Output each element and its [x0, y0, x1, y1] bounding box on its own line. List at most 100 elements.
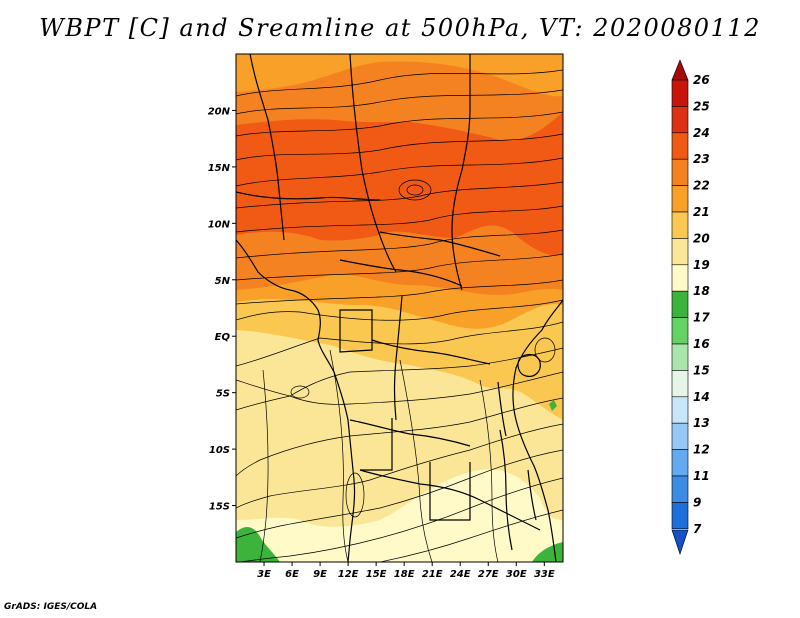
- colorbar-box: [671, 106, 689, 134]
- lon-label: 27E: [478, 569, 499, 580]
- streamlines: [236, 69, 563, 562]
- colorbar-label: 12: [693, 443, 710, 457]
- colorbar-box: [671, 370, 689, 398]
- streamline: [236, 321, 563, 367]
- coastline-east: [512, 299, 563, 562]
- streamline: [259, 369, 269, 562]
- streamline: [479, 379, 499, 562]
- border: [349, 419, 471, 447]
- colorbar-box: [671, 449, 689, 477]
- colorbar-box: [671, 396, 689, 424]
- lat-label: EQ: [215, 332, 231, 343]
- colorbar: 26 25 24 23 22 21 20 19 18 17 16 15 14 13 12 11 9 7: [671, 59, 710, 555]
- colorbar-top-arrow: [671, 59, 689, 81]
- border: [393, 295, 403, 421]
- lat-label: 20N: [208, 106, 231, 117]
- streamline: [236, 395, 291, 411]
- border: [339, 309, 373, 353]
- lon-label: 3E: [257, 569, 271, 580]
- lat-label: 15N: [208, 163, 231, 174]
- lat-label: 15S: [209, 502, 230, 513]
- streamline: [236, 157, 563, 187]
- streamline: [236, 133, 563, 161]
- coastline-west: [236, 239, 356, 562]
- colorbar-box: [671, 475, 689, 503]
- colorbar-label: 19: [693, 258, 710, 272]
- streamline-eddy: [290, 385, 310, 399]
- colorbar-label: 18: [693, 284, 710, 298]
- streamline: [236, 279, 563, 305]
- lat-label: 5N: [215, 276, 231, 287]
- colorbar-label: 15: [693, 363, 710, 377]
- border: [429, 462, 471, 521]
- chart-title: WBPT [C] and Sreamline at 500hPa, VT: 20…: [39, 14, 761, 42]
- lon-label: 15E: [366, 569, 387, 580]
- colorbar-label: 11: [693, 469, 710, 483]
- streamline: [239, 477, 563, 562]
- streamline: [236, 111, 563, 137]
- border: [349, 54, 397, 273]
- lake-tanganyika: [497, 381, 507, 437]
- lon-label: 21E: [422, 569, 443, 580]
- streamline-eddy: [406, 184, 424, 196]
- colorbar-label: 9: [693, 495, 701, 509]
- streamline: [236, 397, 563, 477]
- colorbar-box: [671, 290, 689, 318]
- lat-label: 10S: [209, 445, 230, 456]
- border: [236, 191, 381, 201]
- border: [451, 54, 471, 291]
- streamline: [379, 509, 563, 562]
- lake-victoria: [517, 353, 541, 377]
- colorbar-box: [671, 502, 689, 530]
- streamline: [236, 229, 563, 259]
- streamline: [399, 359, 433, 562]
- lat-label: 5S: [216, 389, 230, 400]
- colorbar-box: [671, 79, 689, 107]
- lon-label: 12E: [338, 569, 359, 580]
- colorbar-box: [671, 264, 689, 292]
- plot-frame: [235, 53, 564, 563]
- lon-label: 30E: [506, 569, 527, 580]
- streamline: [236, 423, 563, 509]
- streamline: [289, 347, 563, 397]
- colorbar-box: [671, 132, 689, 160]
- border: [339, 259, 463, 287]
- wbpt-region-17-southwest: [236, 526, 280, 562]
- latitude-axis: 20N 15N 10N 5N EQ 5S 10S 15S: [208, 106, 236, 513]
- streamline: [236, 205, 563, 233]
- border: [379, 231, 501, 257]
- wbpt-field: [236, 54, 563, 562]
- lon-label: 24E: [450, 569, 471, 580]
- colorbar-box: [671, 238, 689, 266]
- streamline: [329, 349, 349, 562]
- streamline: [236, 89, 563, 115]
- colorbar-box: [671, 211, 689, 239]
- streamline: [236, 253, 563, 281]
- border: [371, 339, 491, 365]
- streamline: [236, 449, 563, 539]
- colorbar-label: 20: [693, 231, 710, 245]
- lon-label: 33E: [534, 569, 555, 580]
- streamline-eddy: [345, 472, 365, 518]
- colorbar-label: 24: [693, 126, 710, 140]
- border: [360, 418, 393, 471]
- border: [249, 54, 285, 241]
- lon-label: 6E: [285, 569, 299, 580]
- colorbar-box: [671, 158, 689, 186]
- colorbar-label: 13: [693, 416, 710, 430]
- lake-malawi: [527, 469, 537, 521]
- border: [499, 429, 513, 551]
- colorbar-label: 17: [693, 311, 710, 325]
- colorbar-box: [671, 185, 689, 213]
- streamline: [236, 299, 563, 321]
- lon-label: 9E: [313, 569, 327, 580]
- colorbar-label: 25: [693, 99, 710, 113]
- streamline: [236, 181, 563, 209]
- streamline-eddy: [534, 337, 556, 363]
- colorbar-box: [671, 422, 689, 450]
- longitude-axis: 3E 6E 9E 12E 15E 18E 21E 24E 27E 30E 33E: [257, 562, 555, 580]
- colorbar-label: 26: [693, 73, 710, 87]
- colorbar-box: [671, 317, 689, 345]
- border: [359, 469, 541, 531]
